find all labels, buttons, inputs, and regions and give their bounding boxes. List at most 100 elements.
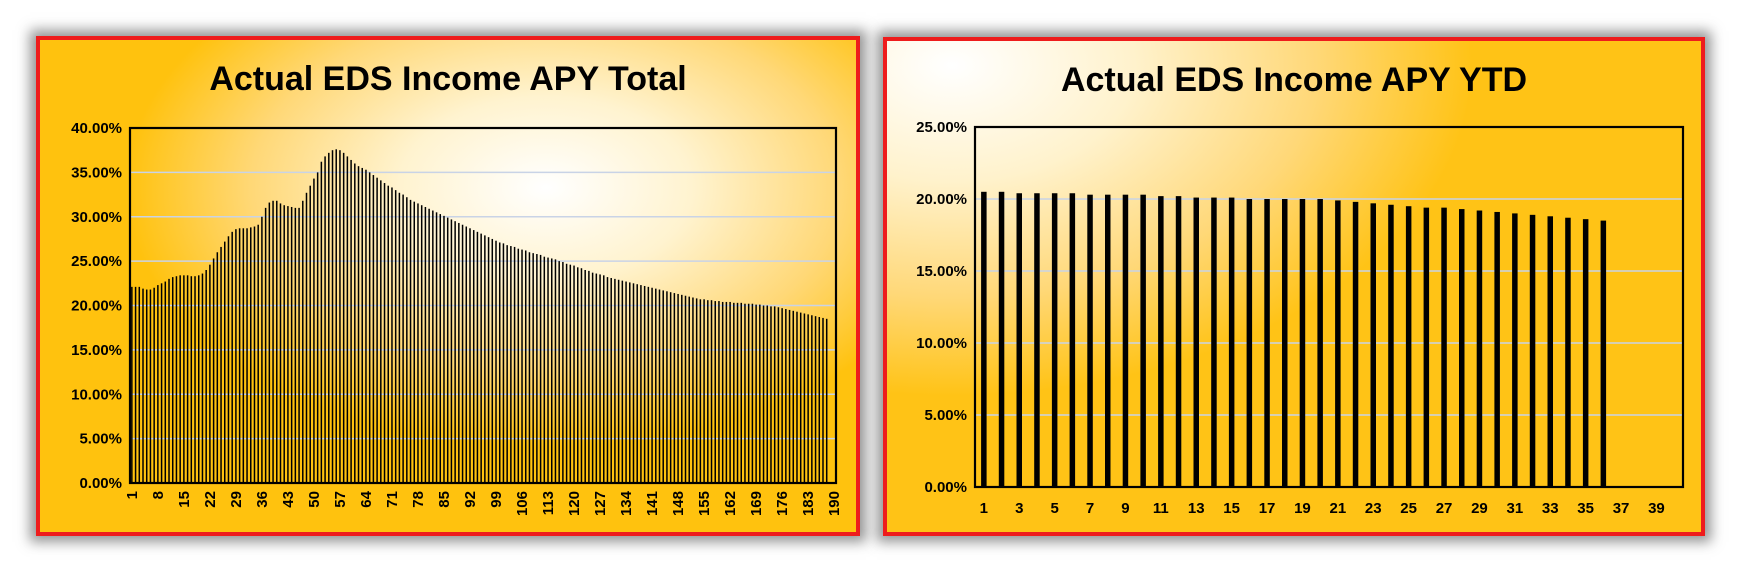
bar: [365, 169, 367, 483]
y-tick-label: 30.00%: [71, 209, 122, 226]
bar: [290, 206, 293, 484]
bar: [521, 249, 523, 483]
y-tick-label: 10.00%: [916, 335, 967, 352]
bar: [238, 228, 241, 483]
y-tick-label: 40.00%: [71, 120, 122, 137]
bar: [287, 206, 289, 483]
bar: [632, 283, 635, 483]
x-tick-label: 23: [1365, 500, 1382, 517]
bar: [443, 215, 445, 484]
bar: [305, 192, 308, 483]
chart-panel-total: Actual EDS Income APY Total 0.00% 5.00% 10…: [36, 36, 860, 536]
bar: [435, 212, 438, 483]
bar: [1211, 197, 1217, 487]
x-tick-label: 13: [1188, 500, 1205, 517]
bar: [1565, 217, 1571, 487]
x-tick-label: 127: [592, 491, 609, 516]
bar: [595, 273, 598, 483]
bar: [368, 172, 371, 483]
bar: [398, 192, 401, 483]
bar: [253, 226, 256, 483]
x-tick-label: 11: [1153, 500, 1169, 517]
bar: [354, 163, 356, 483]
bar: [320, 161, 323, 483]
bar: [454, 221, 456, 483]
y-tick-label: 25.00%: [916, 119, 967, 136]
bar: [766, 305, 769, 483]
bar: [272, 200, 274, 483]
x-tick-label: 106: [514, 491, 531, 516]
bar: [1087, 194, 1093, 487]
bar: [224, 241, 226, 483]
bar: [710, 300, 713, 483]
bar: [777, 307, 780, 483]
bar: [283, 205, 285, 483]
bar: [1423, 207, 1430, 487]
bar: [424, 206, 427, 484]
bar: [603, 275, 605, 483]
bar: [569, 264, 572, 483]
bar: [246, 228, 248, 483]
x-tick-label: 64: [358, 490, 375, 507]
bar: [394, 190, 397, 483]
bar: [316, 172, 319, 483]
bar: [577, 267, 579, 483]
bar: [532, 253, 534, 483]
bar: [432, 210, 434, 483]
bar: [335, 149, 337, 484]
bar: [744, 303, 746, 483]
bar: [625, 281, 627, 483]
bar: [450, 219, 453, 483]
x-tick-label: 15: [1223, 500, 1240, 517]
x-tick-label: 99: [488, 491, 505, 508]
bar: [681, 294, 683, 483]
bar: [1529, 214, 1536, 487]
y-tick-label: 15.00%: [71, 342, 122, 359]
y-tick-label: 25.00%: [71, 253, 122, 270]
x-tick-label: 29: [228, 491, 245, 508]
bar: [554, 259, 557, 483]
bar: [536, 254, 538, 483]
bar: [134, 286, 137, 483]
bar: [565, 263, 568, 483]
bar: [647, 286, 650, 483]
bar: [1476, 210, 1483, 487]
bar: [446, 217, 449, 483]
bar: [792, 310, 795, 483]
bar: [643, 285, 646, 483]
bar: [1299, 199, 1306, 487]
bar: [186, 275, 189, 483]
x-tick-label: 148: [670, 491, 687, 516]
bar: [131, 286, 133, 483]
bar: [331, 150, 334, 483]
bar: [562, 262, 564, 483]
bar: [677, 293, 679, 483]
bar: [242, 228, 245, 483]
bar: [736, 302, 739, 483]
bar: [1317, 199, 1323, 487]
bar: [164, 281, 167, 483]
bar: [655, 288, 657, 483]
bar: [762, 305, 765, 483]
bar: [629, 282, 631, 483]
bar: [328, 152, 330, 483]
bar: [725, 301, 728, 483]
bar: [788, 309, 791, 483]
plot-area-border: [973, 125, 1685, 489]
x-tick-label: 7: [1086, 500, 1094, 517]
bar: [498, 242, 501, 483]
x-tick-label: 1: [980, 500, 988, 517]
x-tick-label: 21: [1330, 500, 1347, 517]
bar: [387, 185, 389, 483]
y-tick-label: 15.00%: [916, 263, 967, 280]
bar: [138, 286, 141, 483]
bar: [1352, 201, 1359, 487]
bar: [309, 185, 311, 483]
x-tick-label: 36: [254, 491, 271, 508]
bar: [1122, 194, 1129, 487]
bar: [361, 167, 363, 483]
y-tick-label: 20.00%: [71, 298, 122, 315]
bar: [770, 306, 772, 483]
bar: [194, 276, 196, 483]
bar: [550, 258, 553, 483]
